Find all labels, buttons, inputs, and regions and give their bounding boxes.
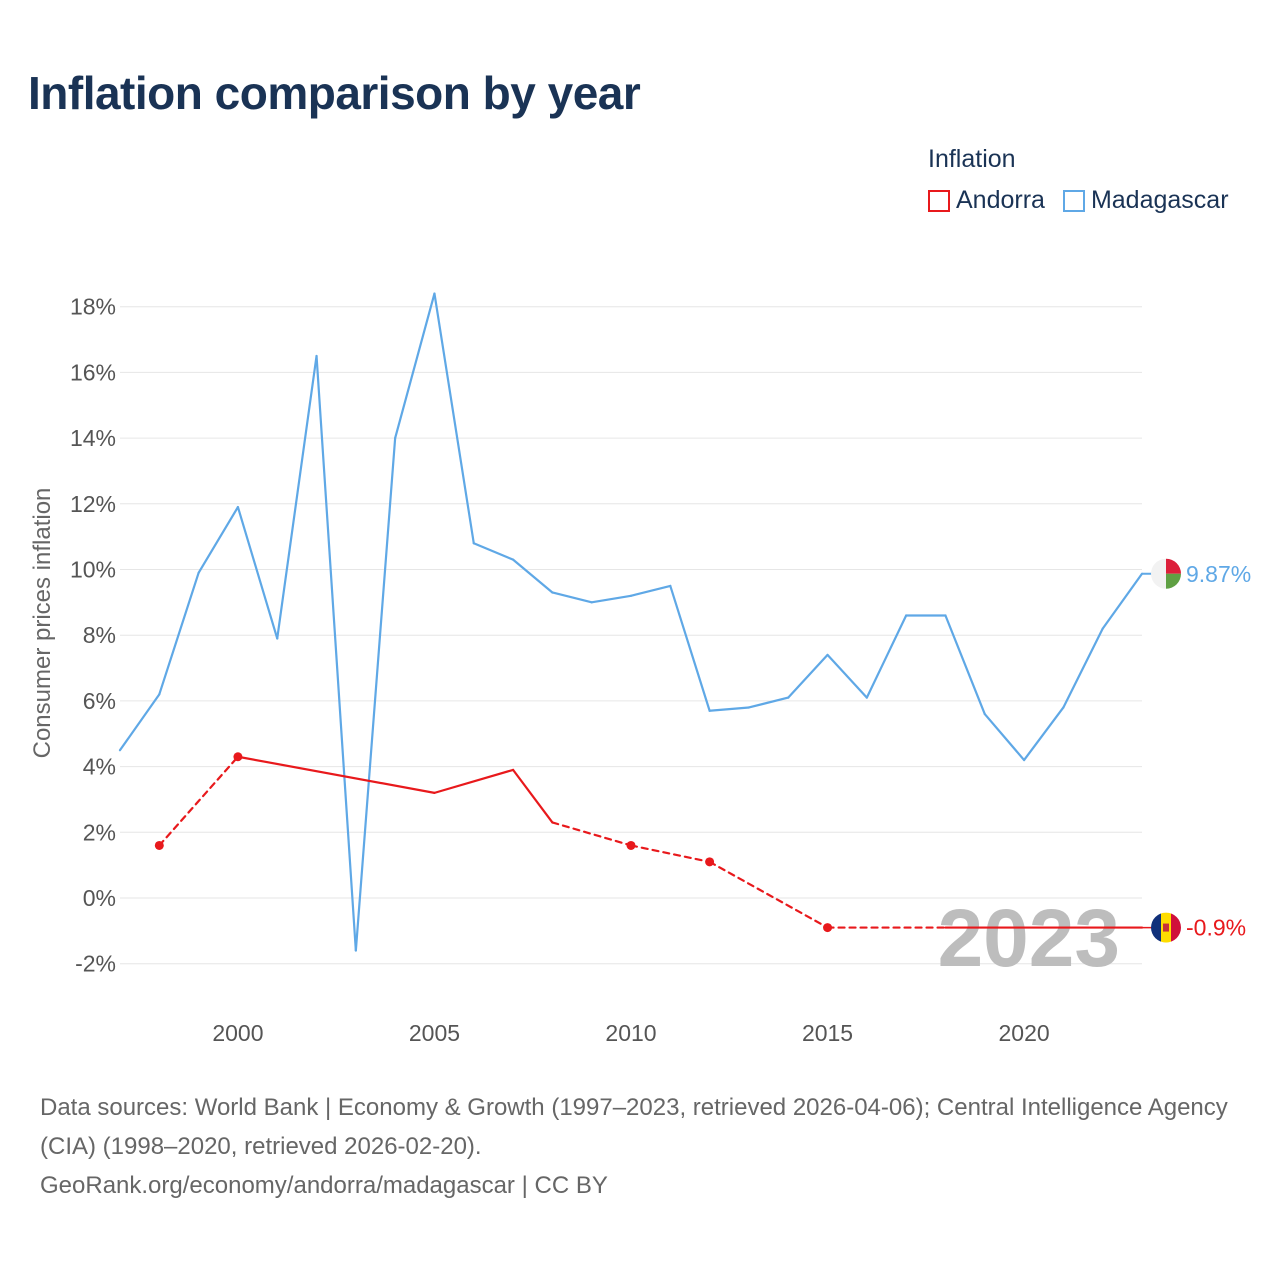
data-sources: Data sources: World Bank | Economy & Gro… — [40, 1094, 1228, 1160]
flag-red-part — [1166, 558, 1181, 574]
flag-blue-stripe — [1151, 912, 1161, 943]
series-segment-madagascar — [276, 354, 318, 640]
x-tick-label: 2000 — [212, 1020, 263, 1046]
series-segment-andorra — [551, 821, 633, 847]
footer: Data sources: World Bank | Economy & Gro… — [40, 1088, 1240, 1205]
end-label-madagascar: 9.87% — [1186, 561, 1251, 587]
series-segment-madagascar — [787, 653, 829, 699]
series-segment-andorra — [511, 768, 554, 824]
flag-stripes — [1151, 912, 1181, 943]
series-segment-madagascar — [708, 706, 751, 712]
legend-swatch-madagascar — [1062, 189, 1085, 212]
flag-green-part — [1166, 573, 1181, 589]
flag-white-part — [1151, 558, 1166, 589]
series-segment-madagascar — [433, 292, 475, 545]
series-segment-madagascar — [551, 591, 593, 604]
legend-swatch-andorra — [928, 189, 950, 212]
series-segment-madagascar — [158, 571, 200, 696]
series-segment-madagascar — [354, 437, 397, 952]
series-segment-madagascar — [944, 614, 986, 716]
series-segment-madagascar — [1101, 572, 1144, 630]
credit-link[interactable]: GeoRank.org/economy/andorra/madagascar |… — [40, 1172, 608, 1199]
y-tick-label: 14% — [70, 425, 116, 451]
legend-label-andorra: Andorra — [956, 186, 1045, 214]
series-segment-madagascar — [511, 558, 554, 594]
madagascar-flag-icon — [1151, 558, 1181, 589]
y-tick-label: 16% — [70, 359, 116, 385]
y-tick-label: 2% — [83, 819, 116, 845]
data-point-andorra — [705, 857, 715, 867]
series-segment-madagascar — [197, 505, 240, 574]
series-segment-andorra — [708, 860, 829, 929]
end-label-andorra: -0.9% — [1186, 915, 1246, 941]
x-tick-label: 2015 — [802, 1020, 853, 1046]
series-segment-madagascar — [472, 542, 515, 561]
flag-coat-of-arms — [1163, 923, 1169, 932]
y-axis-title: Consumer prices inflation — [29, 488, 56, 759]
data-point-andorra — [154, 840, 164, 850]
x-tick-label: 2010 — [605, 1020, 656, 1046]
series-segment-andorra — [158, 755, 240, 847]
series-segment-madagascar — [629, 584, 672, 597]
y-tick-label: 0% — [83, 885, 116, 911]
chart-title: Inflation comparison by year — [28, 67, 641, 119]
series-segment-madagascar — [394, 292, 436, 440]
y-tick-label: -2% — [75, 951, 116, 977]
series-segment-andorra — [629, 844, 711, 863]
legend-item-andorra[interactable]: Andorra — [928, 186, 1045, 215]
year-watermark: 2023 — [938, 893, 1120, 984]
series-segment-andorra — [433, 768, 515, 794]
x-tick-label: 2005 — [409, 1020, 460, 1046]
data-point-andorra — [823, 923, 833, 933]
y-tick-label: 8% — [83, 622, 116, 648]
y-tick-label: 10% — [70, 557, 116, 583]
series-segment-madagascar — [669, 584, 711, 712]
series-segment-madagascar — [118, 693, 161, 752]
y-tick-label: 6% — [83, 688, 116, 714]
flag-red-stripe — [1171, 912, 1181, 943]
andorra-flag-icon — [1151, 912, 1181, 943]
series-segment-madagascar — [865, 614, 908, 699]
line-chart: -2% 0% 2% 4% 6% 8% 10% 12% 14% 16% 18% 2000 2005 2010… — [29, 292, 1251, 1046]
series-segment-madagascar — [826, 653, 868, 699]
series-segment-madagascar — [1062, 627, 1104, 709]
legend-label-madagascar: Madagascar — [1090, 186, 1229, 214]
series-segment-andorra — [236, 755, 436, 794]
data-point-andorra — [626, 840, 636, 850]
y-tick-label: 4% — [83, 754, 116, 780]
legend-title: Inflation — [928, 145, 1016, 173]
legend: Andorra Madagascar — [928, 186, 1247, 215]
series-segment-madagascar — [236, 505, 279, 640]
series-segment-madagascar — [590, 594, 633, 604]
data-point-andorra — [233, 752, 243, 762]
y-tick-label: 18% — [70, 294, 116, 320]
y-tick-label: 12% — [70, 491, 116, 517]
series-segment-madagascar — [747, 696, 790, 709]
series-segment-madagascar — [315, 354, 357, 952]
legend-item-madagascar[interactable]: Madagascar — [1062, 186, 1229, 215]
x-tick-label: 2020 — [998, 1020, 1049, 1046]
series-segment-madagascar — [1022, 706, 1065, 762]
series-segment-madagascar — [983, 712, 1026, 762]
